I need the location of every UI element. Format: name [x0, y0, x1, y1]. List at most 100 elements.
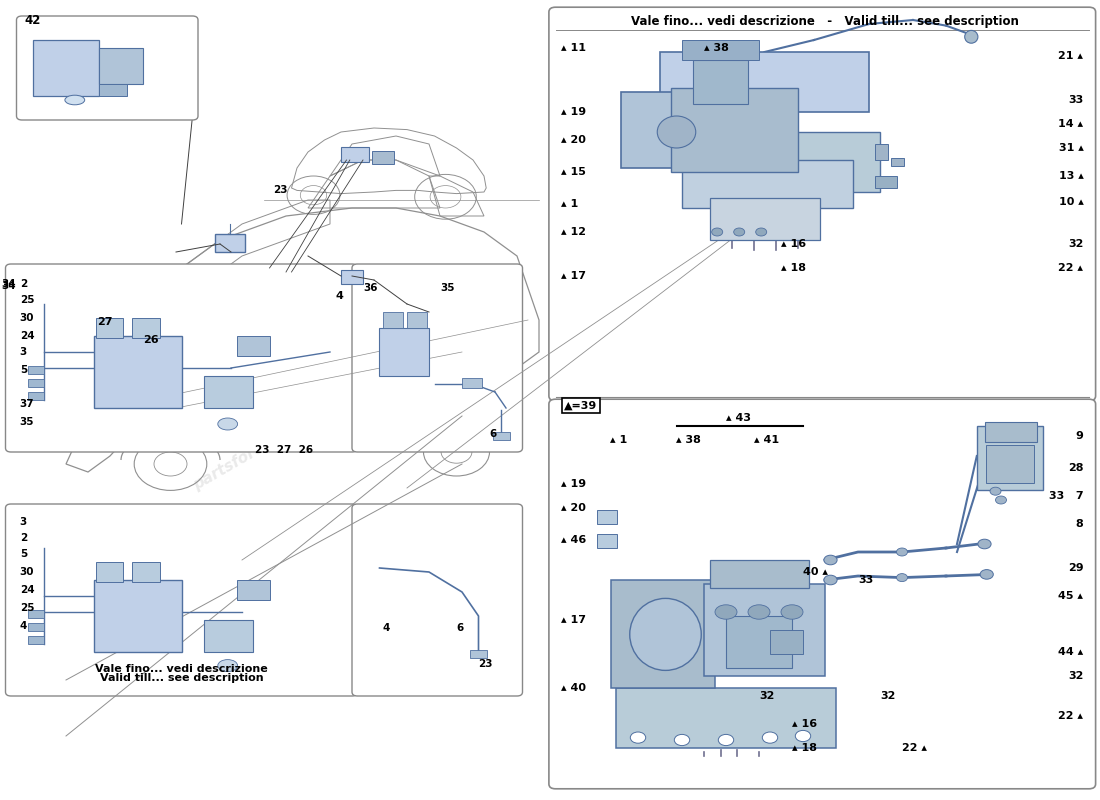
Text: 21 ▴: 21 ▴: [1058, 51, 1084, 61]
Text: 22 ▴: 22 ▴: [1058, 711, 1084, 721]
Text: ▴ 41: ▴ 41: [754, 435, 779, 445]
Text: ▴ 46: ▴ 46: [561, 535, 586, 545]
Text: ▴ 17: ▴ 17: [561, 271, 586, 281]
Text: 23: 23: [478, 659, 493, 669]
Bar: [660, 52, 869, 112]
Bar: [28, 392, 44, 400]
Bar: [214, 234, 245, 252]
Bar: [792, 132, 880, 192]
Text: 31 ▴: 31 ▴: [1058, 143, 1084, 153]
Text: 4: 4: [336, 291, 343, 301]
Text: 24: 24: [20, 331, 34, 341]
FancyBboxPatch shape: [549, 7, 1096, 401]
Ellipse shape: [781, 605, 803, 619]
Bar: [204, 376, 253, 408]
Ellipse shape: [748, 605, 770, 619]
Bar: [984, 422, 1037, 442]
Text: 29: 29: [1068, 563, 1084, 573]
Text: ▴ 1: ▴ 1: [561, 199, 579, 209]
Text: 2: 2: [20, 279, 28, 289]
Bar: [99, 84, 127, 96]
Text: 30: 30: [20, 314, 34, 323]
Bar: [874, 176, 896, 188]
Bar: [28, 636, 44, 644]
Text: ▴ 18: ▴ 18: [781, 263, 806, 273]
Text: 44 ▴: 44 ▴: [1058, 647, 1084, 657]
Text: 6: 6: [456, 623, 464, 633]
Text: ▴ 38: ▴ 38: [676, 435, 702, 445]
Bar: [682, 160, 852, 208]
Ellipse shape: [762, 732, 778, 743]
Text: ▴ 19: ▴ 19: [561, 479, 586, 489]
Ellipse shape: [630, 732, 646, 743]
Text: ▴ 16: ▴ 16: [781, 239, 806, 249]
Ellipse shape: [896, 574, 907, 582]
Ellipse shape: [978, 539, 991, 549]
Bar: [28, 610, 44, 618]
Bar: [28, 623, 44, 631]
Ellipse shape: [980, 570, 993, 579]
Bar: [770, 630, 803, 654]
FancyBboxPatch shape: [16, 16, 198, 120]
Bar: [621, 92, 792, 168]
Bar: [204, 620, 253, 652]
Bar: [597, 510, 617, 524]
FancyBboxPatch shape: [6, 264, 358, 452]
Text: ▴ 17: ▴ 17: [561, 615, 586, 625]
Bar: [341, 147, 368, 162]
Text: 27: 27: [97, 318, 112, 327]
Bar: [470, 650, 487, 658]
Text: FF: FF: [728, 459, 900, 581]
Bar: [33, 40, 99, 96]
Bar: [28, 379, 44, 387]
Bar: [671, 88, 798, 172]
Text: 37: 37: [20, 399, 34, 409]
Bar: [383, 312, 403, 328]
Text: 32: 32: [880, 691, 895, 701]
Ellipse shape: [712, 228, 723, 236]
Text: 24: 24: [20, 586, 34, 595]
Text: 40 ▴: 40 ▴: [803, 567, 828, 577]
Text: 32: 32: [759, 691, 774, 701]
Text: 3: 3: [20, 517, 28, 526]
Bar: [493, 432, 510, 440]
Bar: [132, 318, 160, 338]
Text: Vale fino... vedi descrizione   -   Valid till... see description: Vale fino... vedi descrizione - Valid ti…: [631, 15, 1019, 28]
Bar: [710, 198, 820, 240]
Text: ▴ 43: ▴ 43: [726, 413, 751, 422]
Text: 25: 25: [20, 603, 34, 613]
Bar: [597, 534, 617, 548]
Text: 42: 42: [24, 14, 41, 26]
Text: 4: 4: [20, 621, 28, 630]
FancyBboxPatch shape: [352, 264, 522, 452]
Text: 10 ▴: 10 ▴: [1058, 197, 1084, 206]
Ellipse shape: [218, 418, 238, 430]
Text: 23: 23: [273, 186, 287, 195]
Text: ▴ 19: ▴ 19: [561, 107, 586, 117]
Text: 5: 5: [20, 549, 28, 558]
Text: 30: 30: [20, 567, 34, 577]
Text: Valid till... see description: Valid till... see description: [100, 674, 263, 683]
Text: ▴ 38: ▴ 38: [704, 43, 729, 53]
Ellipse shape: [824, 575, 837, 585]
Text: partsforeuropeancars: partsforeuropeancars: [729, 386, 899, 494]
Text: 5: 5: [20, 365, 28, 374]
Text: ▲=39: ▲=39: [564, 401, 597, 410]
Text: 36: 36: [363, 283, 377, 293]
Ellipse shape: [996, 496, 1006, 504]
Text: Vale fino... vedi descrizione: Vale fino... vedi descrizione: [95, 664, 268, 674]
Bar: [96, 562, 123, 582]
Ellipse shape: [896, 548, 907, 556]
Ellipse shape: [824, 555, 837, 565]
FancyBboxPatch shape: [6, 504, 358, 696]
FancyBboxPatch shape: [352, 504, 522, 696]
Bar: [726, 616, 792, 668]
Text: 3: 3: [20, 347, 28, 357]
Text: 8: 8: [1076, 519, 1084, 529]
Text: partsforeuropeancars: partsforeuropeancars: [190, 386, 360, 494]
Ellipse shape: [658, 116, 695, 148]
Bar: [94, 336, 182, 408]
Ellipse shape: [718, 734, 734, 746]
Ellipse shape: [734, 228, 745, 236]
Text: 22 ▴: 22 ▴: [902, 743, 927, 753]
